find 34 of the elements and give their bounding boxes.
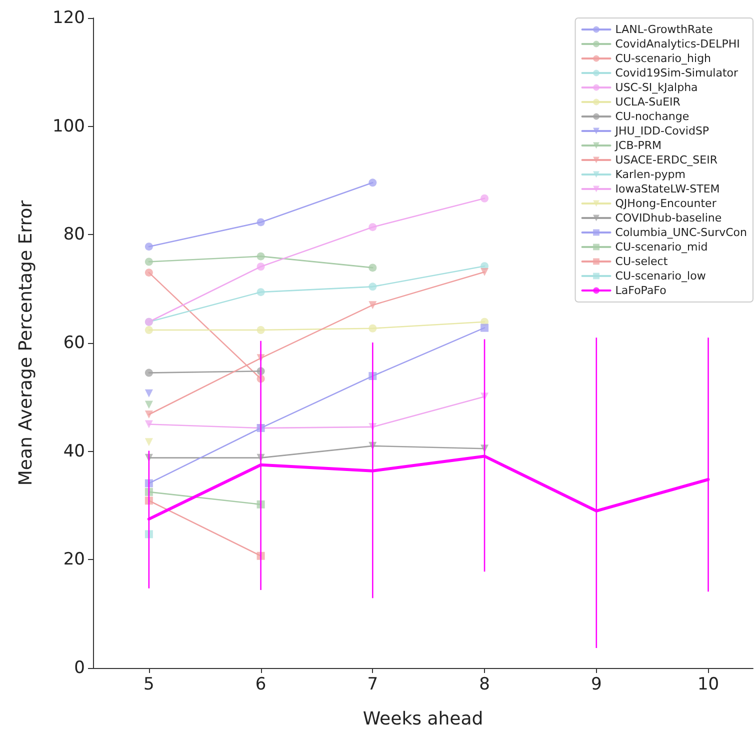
x-axis-title: Weeks ahead	[362, 708, 484, 730]
legend-label: CU-scenario_low	[615, 270, 706, 282]
legend-label: Columbia_UNC-SurvCon	[615, 226, 748, 239]
y-tick-label: 60	[63, 333, 85, 353]
legend-label: JCB-PRM	[614, 139, 662, 152]
legend-label: Covid19Sim-Simulator	[615, 66, 739, 80]
legend-label: CU-nochange	[615, 110, 690, 123]
y-tick-label: 100	[52, 116, 85, 136]
legend-label: JHU_IDD-CovidSP	[614, 124, 710, 138]
legend-label: UCLA-SuEIR	[615, 96, 681, 108]
legend-label: CovidAnalytics-DELPHI	[615, 38, 740, 50]
legend-label: LaFoPaFo	[615, 284, 667, 297]
legend-label: USACE-ERDC_SEIR	[615, 154, 718, 166]
x-tick-label: 9	[590, 674, 602, 694]
legend-label: USC-SI_kJalpha	[615, 81, 698, 94]
legend-label: CU-select	[615, 255, 668, 268]
y-tick-label: 120	[52, 8, 85, 28]
y-axis-title: Mean Average Percentage Error	[16, 200, 36, 486]
legend-label: LANL-GrowthRate	[615, 23, 713, 36]
x-tick-label: 5	[144, 674, 154, 694]
x-tick-label: 10	[697, 674, 720, 694]
y-tick-label: 40	[63, 441, 85, 462]
legend-label: QJHong-Encounter	[615, 197, 717, 210]
x-tick-label: 7	[367, 674, 378, 694]
legend-label: COVIDhub-baseline	[615, 212, 722, 224]
legend-label: CU-scenario_high	[615, 52, 712, 65]
x-tick-label: 6	[255, 674, 266, 694]
legend-label: CU-scenario_mid	[615, 240, 708, 254]
x-tick-label: 8	[479, 674, 490, 694]
legend-label: IowaStateLW-STEM	[615, 182, 720, 196]
y-tick-label: 0	[74, 658, 85, 678]
legend-label: Karlen-pypm	[615, 168, 686, 181]
y-tick-label: 80	[63, 224, 85, 245]
y-tick-label: 20	[63, 550, 85, 570]
